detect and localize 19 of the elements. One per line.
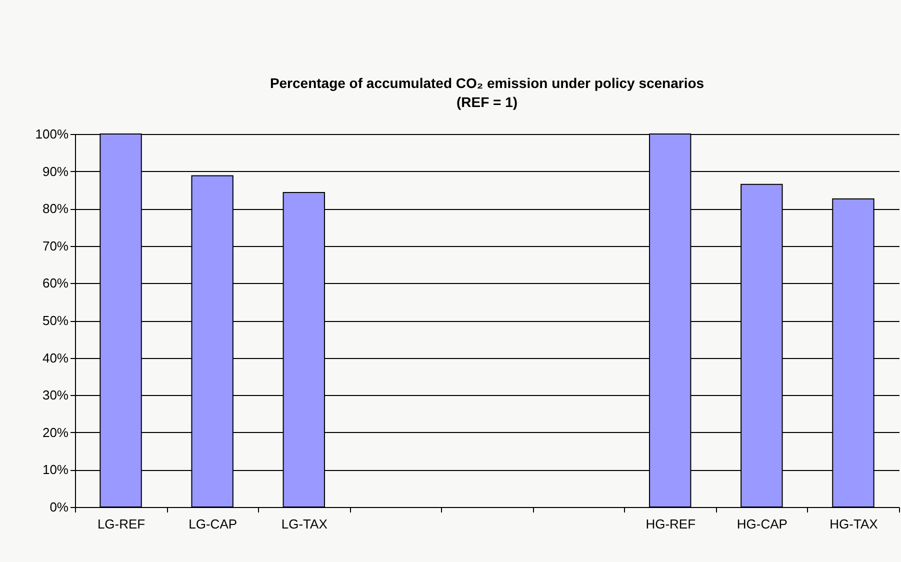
y-tick-label: 100% <box>35 126 69 142</box>
y-tick-label: 0% <box>50 500 69 514</box>
x-tick-label: LG-CAP <box>188 516 238 532</box>
y-tick-label: 20% <box>42 424 69 440</box>
y-tick-label: 70% <box>42 238 69 254</box>
y-tick-label: 30% <box>42 388 69 403</box>
y-tick-label: 40% <box>42 350 69 366</box>
y-tick-label: 60% <box>42 276 69 291</box>
y-tick-label: 90% <box>42 164 69 179</box>
x-tick-label: LG-TAX <box>281 516 328 532</box>
x-tick-label: LG-REF <box>97 516 146 532</box>
chart-title: Percentage of accumulated CO₂ emission under policy scenarios <box>270 75 704 91</box>
x-tick-label: HG-REF <box>646 516 696 532</box>
x-tick-label: HG-TAX <box>830 516 878 532</box>
y-tick-label: 50% <box>42 313 69 328</box>
y-tick-label: 10% <box>42 462 69 478</box>
y-tick-label: 80% <box>42 201 69 216</box>
chart-subtitle: (REF = 1) <box>456 94 518 110</box>
x-tick-label: HG-CAP <box>736 516 788 532</box>
